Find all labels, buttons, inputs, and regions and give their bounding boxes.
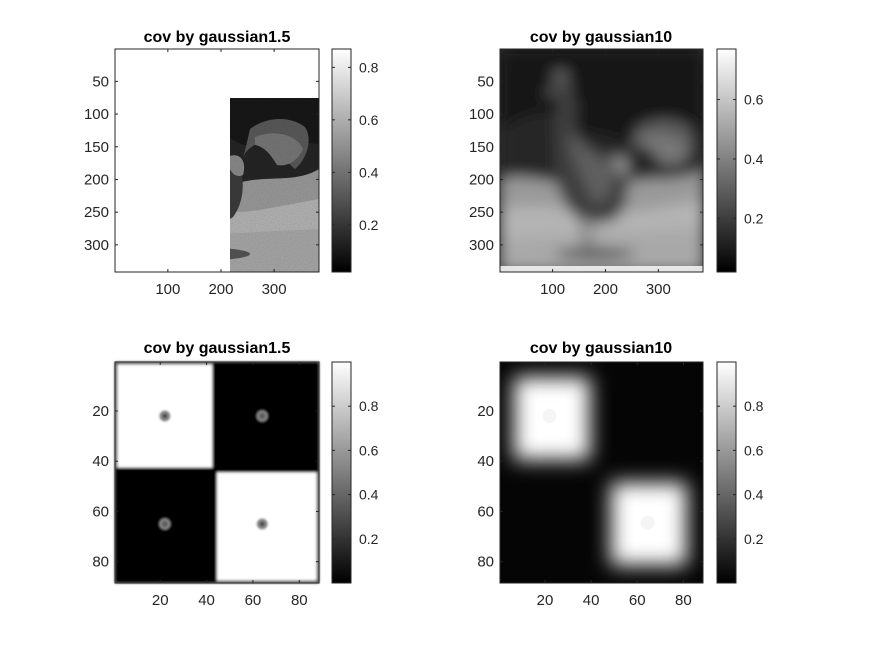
colorbar-tick-label: 0.6 bbox=[744, 92, 764, 108]
x-tick-label: 40 bbox=[583, 592, 600, 609]
colorbar-tick-label: 0.4 bbox=[744, 151, 764, 167]
colorbar-tick-label: 0.4 bbox=[359, 487, 379, 503]
x-tick-label: 200 bbox=[593, 281, 618, 298]
x-tick-label: 20 bbox=[152, 592, 169, 609]
x-tick-label: 300 bbox=[262, 281, 287, 298]
heatmap-image bbox=[115, 362, 319, 583]
y-tick-label: 100 bbox=[84, 106, 109, 123]
colorbar-tick-label: 0.4 bbox=[359, 164, 379, 180]
colorbar-tick-label: 0.2 bbox=[744, 531, 764, 547]
x-tick-label: 60 bbox=[245, 592, 262, 609]
axes-frame bbox=[499, 48, 704, 273]
subplot-title: cov by gaussian1.5 bbox=[144, 340, 291, 357]
axes-frame bbox=[114, 361, 320, 584]
marker-dot bbox=[254, 515, 271, 532]
x-tick-label: 20 bbox=[537, 592, 554, 609]
y-tick-label: 300 bbox=[469, 237, 494, 254]
x-tick-label: 80 bbox=[291, 592, 308, 609]
x-tick-label: 60 bbox=[629, 592, 646, 609]
y-tick-label: 250 bbox=[84, 204, 109, 221]
x-tick-label: 100 bbox=[540, 281, 565, 298]
subplot-title: cov by gaussian10 bbox=[530, 340, 672, 357]
y-tick-label: 300 bbox=[84, 237, 109, 254]
axes-frame bbox=[114, 48, 320, 273]
colorbar-tick-label: 0.6 bbox=[359, 112, 379, 128]
y-tick-label: 60 bbox=[477, 503, 494, 520]
axes-frame bbox=[499, 361, 704, 584]
colorbar-tick-label: 0.6 bbox=[359, 442, 379, 458]
heatmap-image bbox=[500, 49, 703, 272]
y-tick-label: 60 bbox=[92, 503, 109, 520]
colorbar-tick-label: 0.2 bbox=[744, 210, 764, 226]
y-tick-label: 40 bbox=[477, 453, 494, 470]
heatmap-image bbox=[115, 49, 319, 272]
colorbar bbox=[716, 361, 737, 584]
subplot-2: cov by gaussian10 100 200 300 50 100 150 200 250… bbox=[469, 29, 764, 298]
x-tick-label: 300 bbox=[646, 281, 671, 298]
subplot-3: cov by gaussian1.5 20 40 60 80 20 40 60 80 0.2 0.4… bbox=[92, 340, 378, 609]
y-tick-label: 50 bbox=[477, 73, 494, 90]
y-tick-label: 200 bbox=[84, 171, 109, 188]
y-tick-label: 20 bbox=[477, 403, 494, 420]
marker-dot bbox=[156, 515, 173, 532]
x-tick-label: 200 bbox=[208, 281, 233, 298]
y-tick-label: 80 bbox=[92, 554, 109, 571]
x-tick-label: 100 bbox=[155, 281, 180, 298]
colorbar-tick-label: 0.8 bbox=[359, 59, 379, 75]
subplot-title: cov by gaussian1.5 bbox=[144, 29, 291, 46]
y-tick-label: 200 bbox=[469, 171, 494, 188]
y-tick-label: 100 bbox=[469, 106, 494, 123]
colorbar bbox=[331, 48, 352, 273]
subplot-1: cov by gaussian1.5 100 200 300 50 100 150 200 25… bbox=[84, 29, 379, 298]
colorbar-tick-label: 0.4 bbox=[744, 487, 764, 503]
y-tick-label: 80 bbox=[477, 554, 494, 571]
y-tick-label: 50 bbox=[92, 73, 109, 90]
heatmap-image bbox=[500, 362, 703, 583]
subplot-4: cov by gaussian10 20 40 60 80 20 40 60 80 0.2 0.4 0… bbox=[477, 340, 763, 609]
colorbar bbox=[716, 48, 737, 273]
y-tick-label: 40 bbox=[92, 453, 109, 470]
subplot-title: cov by gaussian10 bbox=[530, 29, 672, 46]
y-tick-label: 250 bbox=[469, 204, 494, 221]
colorbar-tick-label: 0.8 bbox=[744, 398, 764, 414]
colorbar-tick-label: 0.2 bbox=[359, 217, 379, 233]
marker-dot bbox=[254, 407, 271, 424]
x-tick-label: 80 bbox=[675, 592, 692, 609]
colorbar-tick-label: 0.8 bbox=[359, 398, 379, 414]
colorbar bbox=[331, 361, 352, 584]
y-tick-label: 20 bbox=[92, 403, 109, 420]
marker-dot bbox=[156, 407, 173, 424]
y-tick-label: 150 bbox=[469, 139, 494, 156]
x-tick-label: 40 bbox=[198, 592, 215, 609]
colorbar-tick-label: 0.2 bbox=[359, 531, 379, 547]
y-tick-label: 150 bbox=[84, 139, 109, 156]
colorbar-tick-label: 0.6 bbox=[744, 442, 764, 458]
